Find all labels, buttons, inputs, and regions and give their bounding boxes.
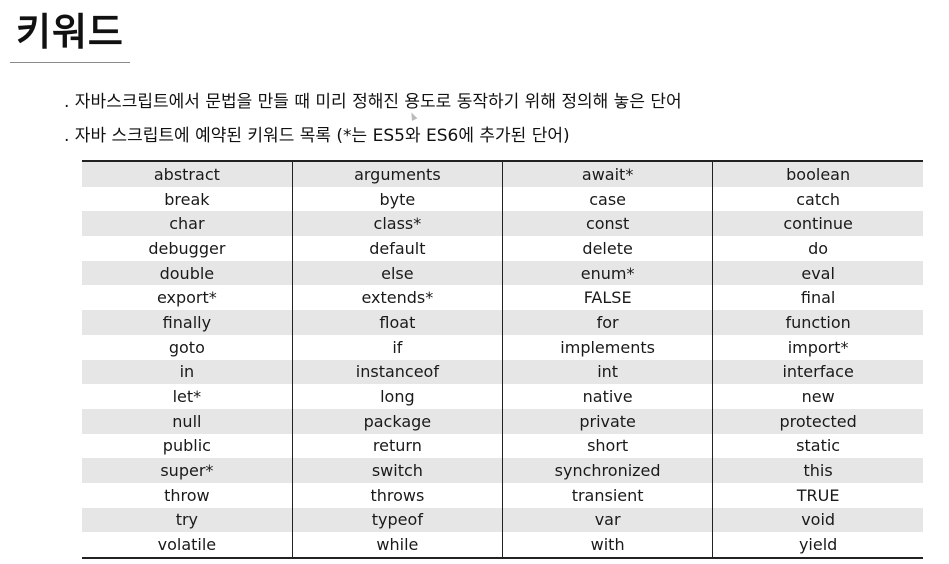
- keyword-cell: delete: [502, 236, 714, 261]
- keyword-cell: while: [292, 532, 504, 558]
- keyword-cell: await*: [502, 161, 714, 187]
- keyword-cell: TRUE: [712, 482, 923, 508]
- keyword-cell: long: [292, 384, 504, 409]
- keyword-cell: return: [292, 433, 504, 459]
- table-row: public return short static: [82, 433, 923, 459]
- keyword-cell: yield: [712, 532, 923, 558]
- keyword-cell: static: [712, 433, 923, 459]
- keyword-cell: enum*: [502, 260, 714, 286]
- keyword-cell: class*: [292, 211, 504, 237]
- keyword-cell: synchronized: [502, 458, 714, 483]
- keyword-cell: var: [502, 507, 714, 533]
- table-row: finally float for function: [82, 310, 923, 335]
- table-row: char class* const continue: [82, 211, 923, 237]
- keyword-cell: byte: [292, 186, 504, 212]
- table-row: double else enum* eval: [82, 260, 923, 286]
- keyword-cell: debugger: [82, 236, 293, 261]
- table-row: let* long native new: [82, 384, 923, 409]
- keyword-cell: public: [82, 433, 293, 459]
- table-row: break byte case catch: [82, 186, 923, 212]
- table-row: debugger default delete do: [82, 236, 923, 261]
- table-row: abstract arguments await* boolean: [82, 161, 923, 187]
- bullet-keyword-list: . 자바 스크립트에 예약된 키워드 목록 (*는 ES5와 ES6에 추가된 …: [64, 126, 570, 146]
- keyword-cell: super*: [82, 458, 293, 483]
- table-row: try typeof var void: [82, 507, 923, 533]
- keyword-cell: let*: [82, 384, 293, 409]
- keyword-table: abstract arguments await* boolean break byte c…: [82, 160, 923, 559]
- keyword-cell: eval: [712, 260, 923, 286]
- keyword-cell: break: [82, 186, 293, 212]
- keyword-cell: default: [292, 236, 504, 261]
- keyword-cell: in: [82, 359, 293, 385]
- keyword-cell: if: [292, 334, 504, 360]
- table-row: null package private protected: [82, 408, 923, 434]
- keyword-cell: typeof: [292, 507, 504, 533]
- keyword-cell: char: [82, 211, 293, 237]
- keyword-cell: const: [502, 211, 714, 237]
- keyword-cell: arguments: [292, 161, 504, 187]
- keyword-cell: final: [712, 285, 923, 311]
- keyword-cell: native: [502, 384, 714, 409]
- table-row: in instanceof int interface: [82, 359, 923, 385]
- keyword-cell: else: [292, 260, 504, 286]
- table-row: goto if implements import*: [82, 334, 923, 360]
- keyword-cell: FALSE: [502, 285, 714, 311]
- keyword-cell: null: [82, 408, 293, 434]
- keyword-cell: try: [82, 507, 293, 533]
- table-row: super* switch synchronized this: [82, 458, 923, 483]
- keyword-cell: function: [712, 310, 923, 335]
- page-title: 키워드: [16, 10, 124, 54]
- keyword-cell: import*: [712, 334, 923, 360]
- keyword-cell: protected: [712, 408, 923, 434]
- table-row: volatile while with yield: [82, 532, 923, 558]
- keyword-cell: catch: [712, 186, 923, 212]
- keyword-cell: double: [82, 260, 293, 286]
- keyword-cell: int: [502, 359, 714, 385]
- keyword-cell: continue: [712, 211, 923, 237]
- keyword-cell: with: [502, 532, 714, 558]
- keyword-cell: float: [292, 310, 504, 335]
- keyword-cell: extends*: [292, 285, 504, 311]
- keyword-cell: switch: [292, 458, 504, 483]
- keyword-cell: implements: [502, 334, 714, 360]
- keyword-cell: instanceof: [292, 359, 504, 385]
- keyword-cell: for: [502, 310, 714, 335]
- keyword-cell: transient: [502, 482, 714, 508]
- keyword-cell: throws: [292, 482, 504, 508]
- keyword-cell: private: [502, 408, 714, 434]
- keyword-cell: abstract: [82, 161, 293, 187]
- keyword-cell: void: [712, 507, 923, 533]
- keyword-cell: export*: [82, 285, 293, 311]
- bullet-definition: . 자바스크립트에서 문법을 만들 때 미리 정해진 용도로 동작하기 위해 정…: [64, 92, 682, 112]
- title-underline: [10, 62, 130, 63]
- keyword-cell: goto: [82, 334, 293, 360]
- keyword-cell: case: [502, 186, 714, 212]
- keyword-cell: do: [712, 236, 923, 261]
- table-row: export* extends* FALSE final: [82, 285, 923, 311]
- keyword-cell: boolean: [712, 161, 923, 187]
- keyword-cell: new: [712, 384, 923, 409]
- keyword-cell: volatile: [82, 532, 293, 558]
- keyword-cell: throw: [82, 482, 293, 508]
- table-row: throw throws transient TRUE: [82, 482, 923, 508]
- keyword-cell: short: [502, 433, 714, 459]
- keyword-cell: finally: [82, 310, 293, 335]
- keyword-cell: interface: [712, 359, 923, 385]
- keyword-cell: this: [712, 458, 923, 483]
- keyword-cell: package: [292, 408, 504, 434]
